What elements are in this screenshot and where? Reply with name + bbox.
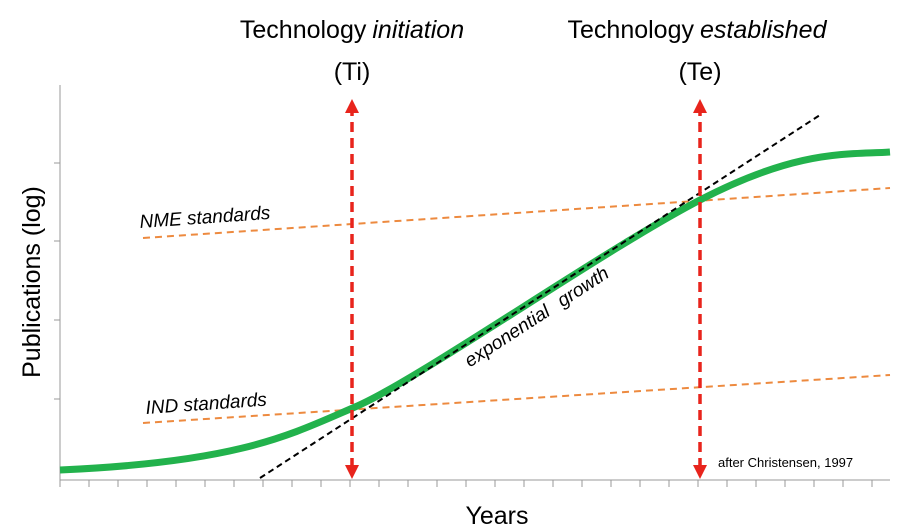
ti-abbr: (Ti) <box>334 58 371 86</box>
axis-ticks <box>54 162 873 487</box>
ind-line <box>142 374 891 424</box>
s-curve <box>59 148 891 474</box>
te-prefix: Technology <box>568 16 695 44</box>
ti-emphasis: initiation <box>372 16 464 44</box>
ti-prefix: Technology <box>240 16 367 44</box>
te-title: Technology established <box>568 16 828 44</box>
nme-label: NME standards <box>139 203 272 233</box>
te-emphasis: established <box>700 16 828 44</box>
ti-title: Technology initiation <box>240 16 464 44</box>
growth-line <box>259 114 821 479</box>
te-abbr: (Te) <box>678 58 721 86</box>
ind-label: IND standards <box>145 390 268 419</box>
x-axis-label: Years <box>465 502 528 530</box>
y-axis-label: Publications (log) <box>18 186 46 378</box>
nme-line <box>142 187 891 239</box>
source-note: after Christensen, 1997 <box>718 455 853 470</box>
growth-label: exponential growth <box>461 263 613 372</box>
